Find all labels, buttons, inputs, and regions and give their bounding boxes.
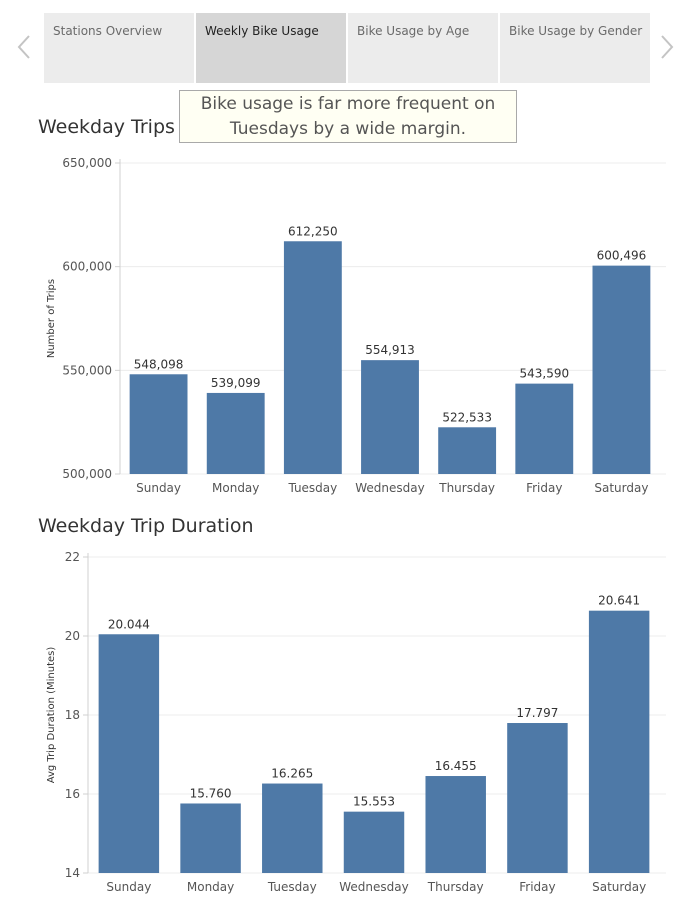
tab-bike-usage-by-age[interactable]: Bike Usage by Age (348, 13, 498, 83)
bar-wednesday (361, 360, 419, 474)
story-caption: Bike usage is far more frequent on Tuesd… (179, 90, 517, 143)
data-label-friday: 17.797 (516, 706, 558, 720)
y-tick-label: 16 (65, 787, 80, 801)
story-tabs: Stations Overview Weekly Bike Usage Bike… (44, 13, 650, 83)
x-tick-label-thursday: Thursday (427, 880, 484, 894)
bar-monday (180, 803, 241, 873)
bar-saturday (592, 265, 651, 474)
x-tick-label-tuesday: Tuesday (287, 481, 337, 495)
y-tick-label: 20 (65, 629, 80, 643)
data-label-wednesday: 15.553 (353, 795, 395, 809)
y-tick-label: 600,000 (62, 260, 112, 274)
data-label-friday: 543,590 (519, 367, 569, 381)
y-tick-label: 14 (65, 866, 80, 880)
bar-saturday (588, 610, 650, 873)
weekday-trips-title: Weekday Trips (38, 116, 175, 138)
bar-friday (507, 723, 568, 873)
tab-stations-overview[interactable]: Stations Overview (44, 13, 194, 83)
bar-thursday (425, 776, 486, 873)
weekday-trip-duration-title: Weekday Trip Duration (38, 515, 254, 537)
y-axis-label: Avg Trip Duration (Minutes) (46, 647, 57, 784)
tab-bike-usage-by-gender[interactable]: Bike Usage by Gender (500, 13, 650, 83)
x-tick-label-wednesday: Wednesday (339, 880, 408, 894)
x-tick-label-friday: Friday (526, 481, 562, 495)
data-label-monday: 15.760 (190, 786, 232, 800)
chevron-left-icon (17, 35, 30, 59)
bar-wednesday (343, 811, 405, 873)
prev-page-button[interactable] (12, 30, 36, 64)
x-tick-label-saturday: Saturday (594, 481, 648, 495)
bar-tuesday (262, 783, 323, 873)
data-label-sunday: 548,098 (134, 357, 184, 371)
x-tick-label-friday: Friday (519, 880, 555, 894)
x-tick-label-monday: Monday (187, 880, 234, 894)
y-tick-label: 650,000 (62, 156, 112, 170)
y-axis-label: Number of Trips (46, 279, 57, 358)
data-label-tuesday: 612,250 (288, 224, 338, 238)
bar-friday (515, 383, 574, 474)
x-tick-label-thursday: Thursday (438, 481, 495, 495)
bar-sunday (129, 374, 188, 474)
data-label-thursday: 16.455 (435, 759, 477, 773)
data-label-saturday: 600,496 (597, 249, 647, 263)
x-tick-label-wednesday: Wednesday (355, 481, 424, 495)
x-tick-label-tuesday: Tuesday (267, 880, 317, 894)
y-tick-label: 22 (65, 550, 80, 564)
next-page-button[interactable] (655, 30, 679, 64)
tab-weekly-bike-usage[interactable]: Weekly Bike Usage (196, 13, 346, 83)
data-label-monday: 539,099 (211, 376, 261, 390)
data-label-saturday: 20.641 (598, 594, 640, 608)
chevron-right-icon (661, 35, 674, 59)
bar-monday (206, 392, 265, 474)
data-label-wednesday: 554,913 (365, 343, 415, 357)
data-label-sunday: 20.044 (108, 617, 150, 631)
bar-thursday (438, 427, 497, 474)
bar-tuesday (283, 241, 342, 474)
x-tick-label-monday: Monday (212, 481, 259, 495)
y-tick-label: 500,000 (62, 467, 112, 481)
x-tick-label-sunday: Sunday (106, 880, 151, 894)
y-tick-label: 18 (65, 708, 80, 722)
x-tick-label-sunday: Sunday (136, 481, 181, 495)
bar-sunday (98, 634, 160, 873)
data-label-thursday: 522,533 (442, 410, 492, 424)
data-label-tuesday: 16.265 (271, 767, 313, 781)
y-tick-label: 550,000 (62, 363, 112, 377)
x-tick-label-saturday: Saturday (592, 880, 646, 894)
